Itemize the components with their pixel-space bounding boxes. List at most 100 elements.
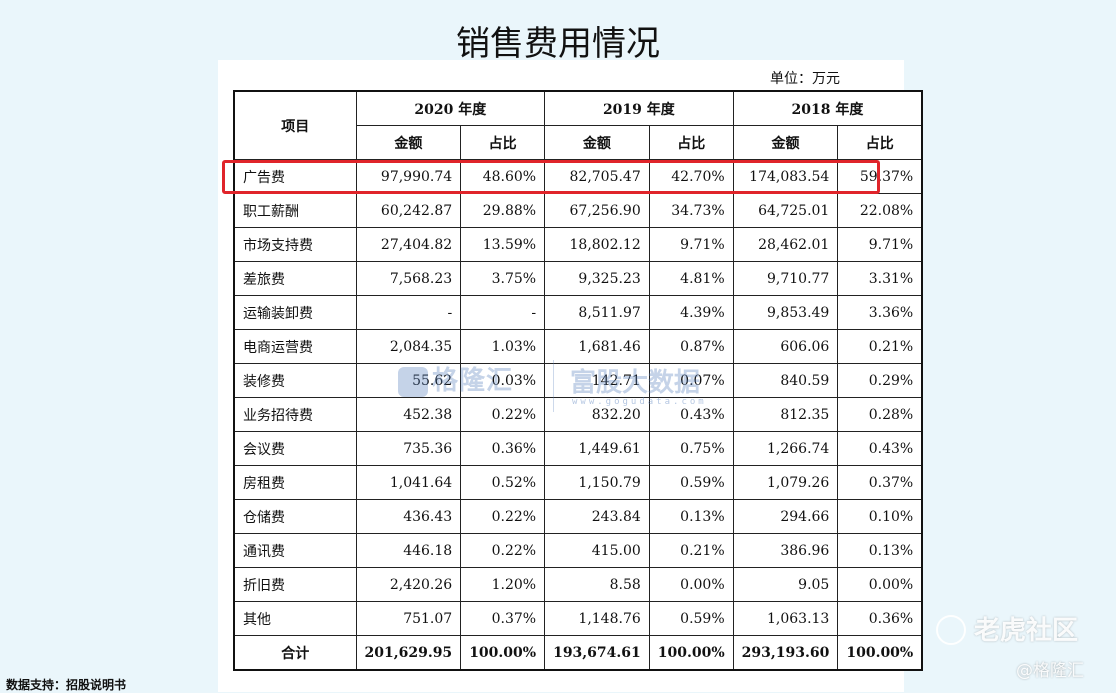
row-label: 仓储费 [233, 499, 357, 534]
amount-cell: 1,079.26 [732, 465, 839, 500]
table-row: 职工薪酬 60,242.87 29.88% 67,256.90 34.73% 64,725… [233, 193, 923, 228]
share-cell: 0.37% [460, 601, 546, 636]
row-label: 会议费 [233, 431, 357, 466]
table-row: 差旅费 7,568.23 3.75% 9,325.23 4.81% 9,710.77 3.3… [233, 261, 923, 296]
amount-cell: 193,674.61 [544, 635, 650, 671]
amount-cell: - [355, 295, 462, 330]
share-cell: 0.43% [837, 431, 923, 466]
table-row: 房租费 1,041.64 0.52% 1,150.79 0.59% 1,079.26 0.3… [233, 465, 923, 500]
table-row: 通讯费 446.18 0.22% 415.00 0.21% 386.96 0.13% [233, 533, 923, 568]
share-cell: 9.71% [837, 227, 923, 262]
row-label: 折旧费 [233, 567, 357, 602]
share-cell: 9.71% [648, 227, 734, 262]
share-cell: 0.07% [648, 363, 734, 398]
amount-cell: 735.36 [355, 431, 462, 466]
page-title: 销售费用情况 [456, 24, 660, 64]
header-year-2019: 2019 年度 [544, 90, 734, 126]
table-total-row: 合计 201,629.95 100.00% 193,674.61 100.00% 293,… [233, 635, 923, 671]
amount-cell: 751.07 [355, 601, 462, 636]
share-cell: 100.00% [460, 635, 546, 671]
share-cell: 0.03% [460, 363, 546, 398]
share-cell: 1.20% [460, 567, 546, 602]
share-cell: 0.13% [648, 499, 734, 534]
share-cell: 29.88% [460, 193, 546, 228]
share-cell: 0.22% [460, 397, 546, 432]
amount-cell: 7,568.23 [355, 261, 462, 296]
amount-cell: 293,193.60 [732, 635, 839, 671]
glh-watermark: @格隆汇 [1016, 661, 1084, 681]
row-label: 合计 [233, 635, 357, 671]
row-label: 房租费 [233, 465, 357, 500]
share-cell: 59.37% [837, 159, 923, 194]
row-label: 业务招待费 [233, 397, 357, 432]
table-row: 市场支持费 27,404.82 13.59% 18,802.12 9.71% 28,462… [233, 227, 923, 262]
share-cell: 0.59% [648, 465, 734, 500]
share-cell: 3.36% [837, 295, 923, 330]
amount-cell: 415.00 [544, 533, 650, 568]
amount-cell: 8,511.97 [544, 295, 650, 330]
share-cell: 0.22% [460, 499, 546, 534]
table-row: 会议费 735.36 0.36% 1,449.61 0.75% 1,266.74 0.43% [233, 431, 923, 466]
amount-cell: 201,629.95 [355, 635, 462, 671]
share-cell: 0.00% [648, 567, 734, 602]
table-row: 其他 751.07 0.37% 1,148.76 0.59% 1,063.13 0.36% [233, 601, 923, 636]
row-label: 其他 [233, 601, 357, 636]
amount-cell: 386.96 [732, 533, 839, 568]
amount-cell: 9,710.77 [732, 261, 839, 296]
amount-cell: 812.35 [732, 397, 839, 432]
tiger-community-watermark: 老虎社区 [936, 610, 1078, 647]
share-cell: 4.81% [648, 261, 734, 296]
share-cell: 0.52% [460, 465, 546, 500]
amount-cell: 1,150.79 [544, 465, 650, 500]
amount-cell: 82,705.47 [544, 159, 650, 194]
table-header-row-sub: 金额 占比 金额 占比 金额 占比 [234, 125, 923, 160]
row-label: 电商运营费 [233, 329, 357, 364]
header-share: 占比 [837, 125, 923, 160]
watermark-partner: 富股大数据 [570, 368, 701, 398]
row-label: 广告费 [233, 159, 357, 194]
header-share: 占比 [648, 125, 734, 160]
brand-logo-icon [398, 366, 428, 397]
row-label: 职工薪酬 [233, 193, 357, 228]
amount-cell: 1,266.74 [732, 431, 839, 466]
header-amount: 金额 [544, 125, 650, 160]
amount-cell: 27,404.82 [355, 227, 462, 262]
amount-cell: 436.43 [355, 499, 462, 534]
amount-cell: 446.18 [355, 533, 462, 568]
share-cell: 0.75% [648, 431, 734, 466]
share-cell: 0.59% [648, 601, 734, 636]
amount-cell: 243.84 [544, 499, 650, 534]
amount-cell: 55.62 [355, 363, 462, 398]
amount-cell: 1,449.61 [544, 431, 650, 466]
row-label: 运输装卸费 [233, 295, 357, 330]
share-cell: 0.29% [837, 363, 923, 398]
amount-cell: 1,681.46 [544, 329, 650, 364]
amount-cell: 1,041.64 [355, 465, 462, 500]
table-row: 广告费 97,990.74 48.60% 82,705.47 42.70% 174,083… [233, 159, 923, 194]
table-row: 仓储费 436.43 0.22% 243.84 0.13% 294.66 0.10% [233, 499, 923, 534]
share-cell: - [460, 295, 546, 330]
amount-cell: 1,148.76 [544, 601, 650, 636]
share-cell: 1.03% [460, 329, 546, 364]
row-label: 装修费 [233, 363, 357, 398]
share-cell: 48.60% [460, 159, 546, 194]
amount-cell: 9,325.23 [544, 261, 650, 296]
share-cell: 42.70% [648, 159, 734, 194]
share-cell: 0.21% [648, 533, 734, 568]
share-cell: 0.28% [837, 397, 923, 432]
row-label: 通讯费 [233, 533, 357, 568]
amount-cell: 9,853.49 [732, 295, 839, 330]
header-year-2020: 2020 年度 [355, 90, 546, 126]
amount-cell: 2,420.26 [355, 567, 462, 602]
tiger-logo-icon [936, 614, 966, 645]
share-cell: 0.00% [837, 567, 923, 602]
share-cell: 34.73% [648, 193, 734, 228]
header-amount: 金额 [732, 125, 839, 160]
row-label: 市场支持费 [233, 227, 357, 262]
share-cell: 0.13% [837, 533, 923, 568]
source-note: 数据支持：招股说明书 [6, 678, 127, 692]
amount-cell: 1,063.13 [732, 601, 839, 636]
header-item: 项目 [233, 90, 357, 160]
unit-label: 单位：万元 [770, 71, 840, 87]
share-cell: 0.87% [648, 329, 734, 364]
